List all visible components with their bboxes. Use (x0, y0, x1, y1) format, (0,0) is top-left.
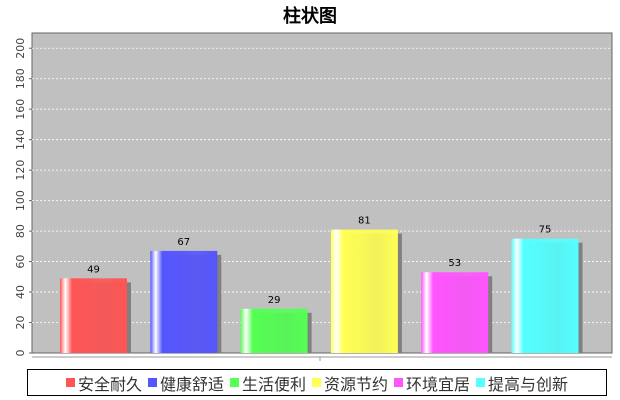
y-tick-label: 180 (14, 68, 27, 89)
data-label: 67 (177, 237, 190, 248)
legend-label: 健康舒适 (159, 374, 224, 394)
legend-item: 安全耐久 (65, 371, 142, 395)
y-tick-label: 120 (14, 160, 27, 181)
legend-label: 环境宜居 (406, 374, 471, 394)
legend-swatch (229, 378, 239, 387)
data-label: 81 (358, 216, 371, 227)
legend-swatch (65, 378, 75, 387)
y-tick-label: 140 (14, 129, 27, 150)
bar-5 (421, 272, 489, 353)
bar-4 (330, 229, 398, 353)
y-tick-label: 20 (14, 316, 27, 330)
bar-6 (511, 238, 579, 353)
legend-swatch (476, 378, 486, 387)
legend-item: 生活便利 (229, 371, 306, 395)
legend-swatch (312, 378, 321, 387)
legend-label: 资源节约 (324, 374, 389, 394)
legend-label: 提高与创新 (488, 374, 569, 394)
y-tick-label: 80 (14, 224, 27, 238)
y-tick-label: 0 (14, 350, 27, 357)
data-label: 49 (87, 264, 100, 275)
y-tick-label: 200 (14, 38, 27, 59)
legend-item: 环境宜居 (394, 371, 470, 395)
data-label: 53 (448, 258, 461, 269)
bar-3 (240, 308, 308, 353)
legend-item: 提高与创新 (476, 371, 568, 395)
y-tick-label: 100 (14, 190, 27, 211)
legend-item: 健康舒适 (147, 371, 224, 395)
y-tick-label: 160 (14, 99, 27, 120)
legend-swatch (147, 378, 157, 387)
legend-item: 资源节约 (312, 371, 388, 395)
legend: 安全耐久 健康舒适 生活便利 资源节约 环境宜居 提高与创新 (27, 369, 607, 396)
chart-title: 柱状图 (283, 6, 337, 27)
data-label: 75 (539, 225, 552, 236)
legend-label: 安全耐久 (77, 374, 142, 394)
bar-2 (150, 250, 218, 353)
y-tick-label: 60 (14, 255, 27, 269)
bar-1 (60, 278, 127, 353)
y-tick-label: 40 (14, 285, 27, 299)
legend-swatch (394, 378, 404, 387)
legend-label: 生活便利 (241, 374, 306, 394)
data-label: 29 (268, 295, 281, 306)
